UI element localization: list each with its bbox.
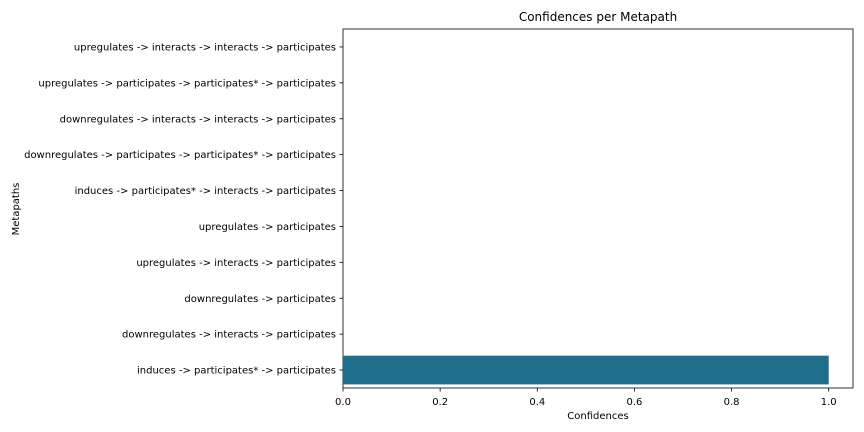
x-tick-label: 0.8 [724, 397, 740, 408]
y-axis-ticks: upregulates -> interacts -> interacts ->… [24, 42, 343, 377]
x-axis-ticks: 0.0 0.2 0.4 0.6 0.8 1.0 [335, 388, 837, 408]
x-tick-label: 0.0 [335, 397, 351, 408]
x-axis-label: Confidences [567, 411, 628, 422]
y-tick-label: downregulates -> participates -> partici… [24, 150, 336, 161]
bars-group [343, 355, 829, 385]
y-axis-label: Metapaths [11, 183, 22, 236]
chart-title: Confidences per Metapath [519, 10, 677, 24]
y-tick-label: upregulates -> participates [199, 222, 336, 233]
plot-area [342, 28, 854, 389]
y-tick-label: induces -> participates* -> participates [137, 366, 336, 377]
x-tick-label: 0.2 [432, 397, 448, 408]
x-tick-label: 1.0 [821, 397, 837, 408]
plot-frame [342, 28, 854, 389]
x-tick-label: 0.6 [626, 397, 642, 408]
y-tick-label: downregulates -> participates [184, 294, 336, 305]
y-tick-label: upregulates -> participates -> participa… [38, 78, 336, 89]
y-tick-label: induces -> participates* -> interacts ->… [75, 186, 336, 197]
bar [343, 355, 829, 385]
y-tick-label: upregulates -> interacts -> interacts ->… [74, 42, 336, 53]
y-tick-label: downregulates -> interacts -> interacts … [60, 114, 336, 125]
x-tick-label: 0.4 [529, 397, 545, 408]
y-tick-label: downregulates -> interacts -> participat… [122, 330, 336, 341]
y-tick-label: upregulates -> interacts -> participates [136, 258, 336, 269]
